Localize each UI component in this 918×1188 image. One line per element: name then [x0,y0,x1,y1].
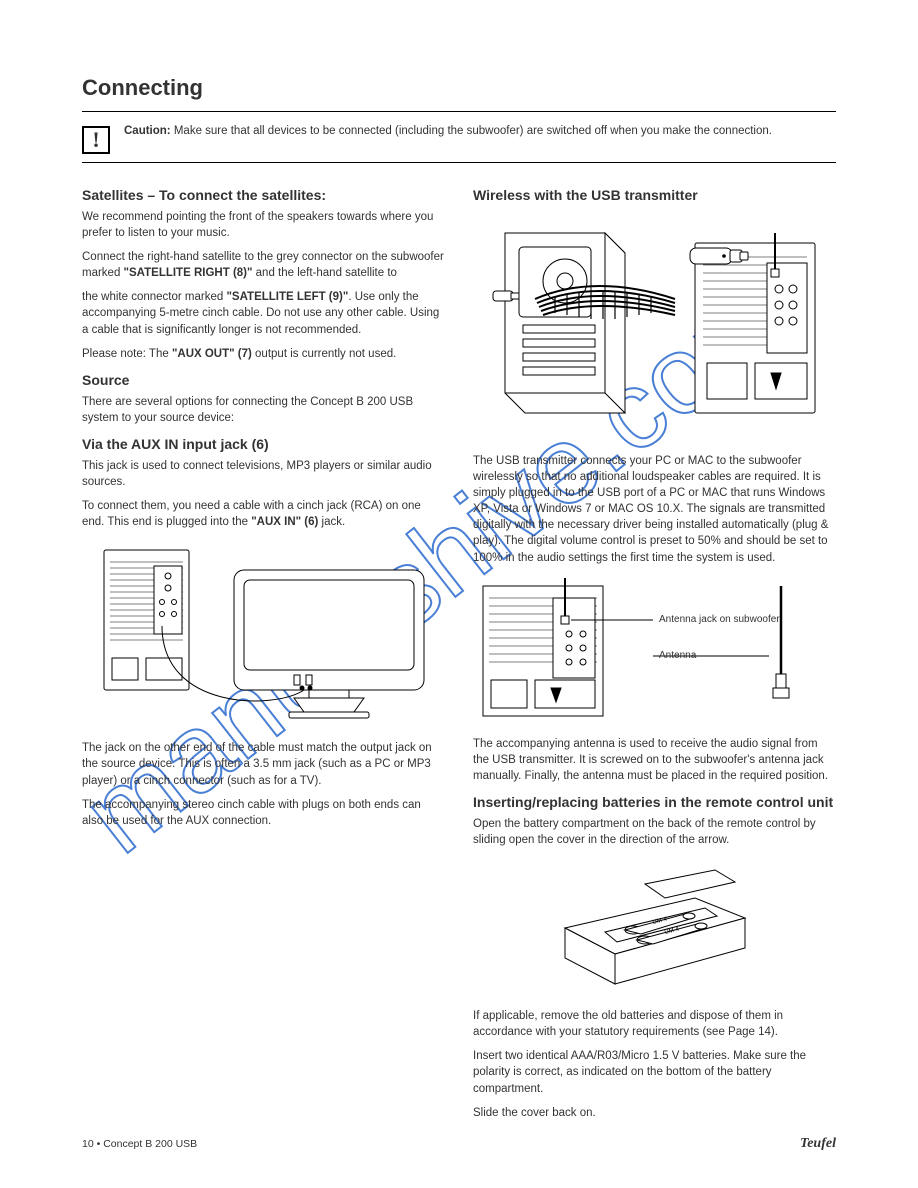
satellites-p1: We recommend pointing the front of the s… [82,209,445,241]
page-footer: 10 • Concept B 200 USB Teufel [82,1136,836,1152]
satellites-p3-pre: the white connector marked [82,291,226,303]
caution-text: Caution: Make sure that all devices to b… [124,124,772,140]
satellites-p2-post: and the left-hand satellite to [252,267,397,279]
satellites-p4-s: "AUX OUT" (7) [172,348,252,360]
usb-heading: Wireless with the USB transmitter [473,187,836,203]
usb-p1: The USB transmitter connects your PC or … [473,453,836,566]
page-root: manualshive.com Connecting ! Caution: Ma… [0,0,918,1188]
aux-p4: The accompanying stereo cinch cable with… [82,797,445,829]
caution-label: Caution: [124,125,171,137]
divider-under-caution [82,162,836,163]
remote-p1: Open the battery compartment on the back… [473,816,836,848]
remote-p4: Slide the cover back on. [473,1105,836,1121]
source-heading: Source [82,372,445,388]
satellites-p3-s: "SATELLITE LEFT (9)" [226,291,348,303]
aux-p2: To connect them, you need a cable with a… [82,498,445,530]
aux-p2-s: "AUX IN" (6) [251,516,318,528]
aux-p2-post: jack. [318,516,345,528]
aux-connection-illustration [82,540,445,730]
satellites-p2-s1: "SATELLITE [124,267,191,279]
antenna-label: Antenna [659,650,697,661]
satellites-p4-pre: Please note: The [82,348,172,360]
caution-icon: ! [82,126,110,154]
remote-p3: Insert two identical AAA/R03/Micro 1.5 V… [473,1048,836,1096]
satellites-p4: Please note: The "AUX OUT" (7) output is… [82,346,445,362]
remote-battery-illustration: UM-4 UM-4 [473,858,836,998]
usb-stick-illustration [684,230,754,285]
satellites-p3: the white connector marked "SATELLITE LE… [82,289,445,337]
divider-top [82,111,836,112]
footer-left: 10 • Concept B 200 USB [82,1138,197,1150]
usb-p2: The accompanying antenna is used to rece… [473,736,836,784]
caution-block: ! Caution: Make sure that all devices to… [82,124,836,154]
satellites-p4-post: output is currently not used. [252,348,396,360]
footer-brand: Teufel [800,1136,836,1152]
satellites-p2: Connect the right-hand satellite to the … [82,249,445,281]
satellites-p2-s2: RIGHT (8)" [194,267,252,279]
antenna-jack-label: Antenna jack on subwoofer [659,614,780,625]
antenna-closeup-illustration: Antenna jack on subwoofer Antenna [473,576,836,726]
source-p1: There are several options for connecting… [82,394,445,426]
caution-body: Make sure that all devices to be connect… [174,125,772,137]
remote-p2: If applicable, remove the old batteries … [473,1008,836,1040]
page-title: Connecting [82,75,836,101]
satellites-heading: Satellites – To connect the satellites: [82,187,445,203]
pc-to-subwoofer-illustration [473,213,836,443]
right-column: Wireless with the USB transmitter [473,177,836,1129]
aux-p1: This jack is used to connect televisions… [82,458,445,490]
aux-heading: Via the AUX IN input jack (6) [82,436,445,452]
left-column: Satellites – To connect the satellites: … [82,177,445,1129]
remote-heading: Inserting/replacing batteries in the rem… [473,794,836,810]
aux-p3: The jack on the other end of the cable m… [82,740,445,788]
